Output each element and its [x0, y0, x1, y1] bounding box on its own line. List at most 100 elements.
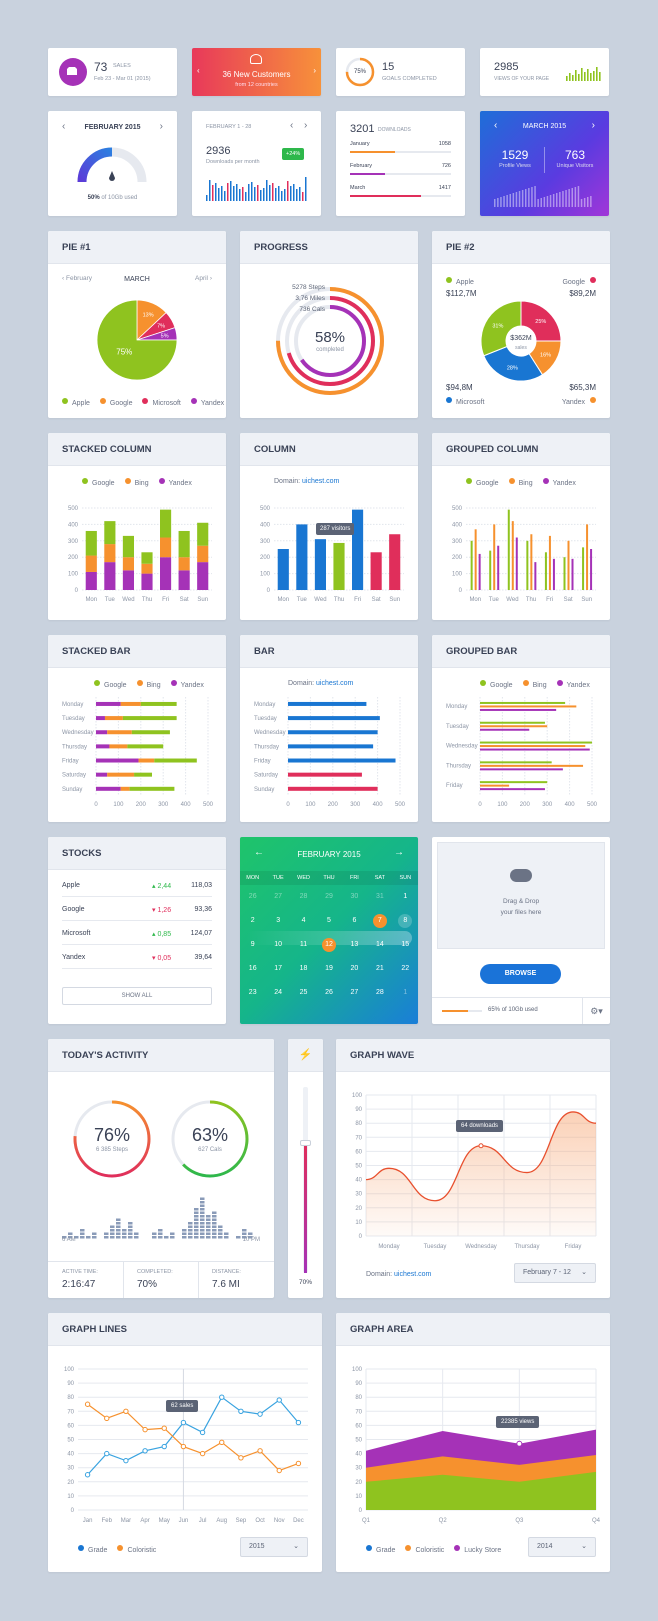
browse-button[interactable]: BROWSE: [480, 964, 561, 984]
pie1-prev[interactable]: ‹ February: [62, 275, 92, 282]
pie-label: 7%: [157, 324, 165, 330]
calendar-day[interactable]: 10: [274, 941, 283, 948]
calendar-day[interactable]: 17: [274, 965, 283, 972]
tick-label: Wed: [506, 597, 518, 603]
spark-bar: [506, 195, 508, 207]
row-label: Sunday: [62, 787, 82, 793]
domain-link[interactable]: uichest.com: [302, 478, 340, 485]
chevron-left-icon[interactable]: ‹: [290, 120, 294, 131]
domain-link[interactable]: uichest.com: [394, 1271, 432, 1278]
data-point: [104, 1415, 110, 1422]
dropzone[interactable]: [437, 842, 605, 949]
grouped-bar-card: GROUPED BAR Google Bing Yandex 0 100 200 300 4…: [432, 635, 610, 822]
calendar-day[interactable]: 26: [248, 893, 257, 900]
calendar-day[interactable]: 15: [401, 941, 410, 948]
calendar-day[interactable]: 14: [375, 941, 384, 948]
chevron-right-icon[interactable]: ›: [313, 66, 316, 75]
histogram-cell: [86, 1236, 91, 1239]
spark-bar: [215, 183, 217, 201]
calendar-day[interactable]: 19: [325, 965, 333, 972]
weekday-label: MON: [246, 875, 260, 881]
calendar-day[interactable]: 28: [375, 989, 384, 996]
chevron-right-icon[interactable]: ›: [591, 120, 595, 131]
calendar-day[interactable]: 6: [352, 917, 357, 924]
calendar-day[interactable]: 31: [375, 893, 384, 900]
chevron-right-icon[interactable]: ›: [159, 121, 163, 132]
stock-change: ▾ 0,05: [152, 955, 172, 962]
calendar-day[interactable]: 3: [276, 917, 281, 924]
chevron-left-icon[interactable]: ‹: [62, 121, 66, 132]
ring2-pct: 63%: [191, 1125, 229, 1145]
downloads-period-card: FEBRUARY 1 - 28 ‹ › 2936 Downloads per m…: [192, 111, 321, 216]
calendar-day[interactable]: 20: [350, 965, 359, 972]
spark-bar: [590, 196, 592, 207]
column-bar: [493, 524, 496, 590]
wave-domain: Domain: uichest.com: [366, 1271, 432, 1278]
grouped-bar-legend: Google Bing Yandex: [480, 680, 600, 689]
area-tooltip: 22385 views: [496, 1416, 540, 1428]
spark-bar: [494, 199, 496, 207]
chevron-left-icon[interactable]: ‹: [494, 120, 498, 131]
calendar-day[interactable]: 23: [248, 989, 257, 996]
calendar-day[interactable]: 22: [401, 965, 410, 972]
histogram-cell: [104, 1232, 109, 1235]
arrow-left-icon[interactable]: ←: [254, 847, 264, 858]
tick-label: 100: [113, 802, 124, 808]
calendar-day[interactable]: 2: [250, 917, 255, 924]
gauge-month: FEBRUARY 2015: [84, 124, 141, 131]
row-label: Monday: [254, 702, 275, 708]
slider-handle[interactable]: [300, 1140, 311, 1146]
area-year-select[interactable]: 2014 ⌄: [528, 1537, 596, 1557]
settings-dropdown[interactable]: ⚙▾: [582, 998, 610, 1024]
calendar-day[interactable]: 1: [403, 989, 408, 996]
histogram-cell: [152, 1236, 157, 1239]
calendar-day[interactable]: 5: [327, 917, 331, 924]
calendar-day[interactable]: 8: [398, 914, 413, 928]
chevron-right-icon[interactable]: ›: [304, 120, 308, 131]
spark-bar: [266, 180, 268, 201]
tick-label: 10: [67, 1494, 74, 1500]
stock-change: ▾ 1,26: [152, 907, 172, 914]
calendar-day[interactable]: 1: [403, 893, 408, 900]
data-point: [199, 1450, 206, 1457]
data-point: [104, 1450, 110, 1457]
calendar-day[interactable]: 27: [274, 893, 283, 900]
calendar-day[interactable]: 27: [350, 989, 359, 996]
stock-price: 93,36: [194, 906, 212, 913]
calendar-day[interactable]: 30: [350, 893, 359, 900]
calendar-day[interactable]: 16: [248, 965, 257, 972]
bar: [140, 701, 177, 706]
calendar-day[interactable]: 29: [325, 893, 333, 900]
lines-year-select[interactable]: 2015 ⌄: [240, 1537, 308, 1557]
spark-bar: [305, 177, 307, 201]
bar: [480, 768, 563, 771]
calendar-day[interactable]: 26: [325, 989, 333, 996]
bar: [107, 730, 132, 735]
pie1-next[interactable]: April ›: [195, 275, 212, 282]
calendar-day[interactable]: 24: [274, 989, 283, 996]
lines-title: GRAPH LINES: [48, 1313, 322, 1346]
chevron-left-icon[interactable]: ‹: [197, 66, 200, 75]
domain-link[interactable]: uichest.com: [316, 680, 354, 687]
data-point: [516, 1440, 523, 1447]
calendar-day[interactable]: 12: [322, 938, 336, 952]
calendar-day[interactable]: 18: [299, 965, 308, 972]
show-all-button[interactable]: SHOW ALL: [62, 987, 212, 1005]
calendar-day[interactable]: 7: [372, 914, 387, 928]
arrow-right-icon[interactable]: →: [394, 847, 404, 858]
row-label: Saturday: [62, 773, 86, 779]
calendar-day[interactable]: 9: [250, 941, 255, 948]
calendar-day[interactable]: 13: [350, 941, 359, 948]
spark-bar: [281, 191, 283, 201]
spark-bar: [584, 72, 586, 81]
calendar-day[interactable]: 21: [375, 965, 384, 972]
tick-label: Sun: [389, 597, 400, 603]
calendar-day[interactable]: 28: [299, 893, 308, 900]
calendar-day[interactable]: 11: [299, 941, 308, 948]
histogram-cell: [248, 1232, 253, 1235]
tick-label: 200: [136, 802, 147, 808]
tick-label: Sep: [236, 1518, 247, 1524]
calendar-day[interactable]: 25: [299, 989, 308, 996]
wave-date-select[interactable]: February 7 - 12 ⌄: [514, 1263, 596, 1283]
calendar-day[interactable]: 4: [301, 917, 306, 924]
